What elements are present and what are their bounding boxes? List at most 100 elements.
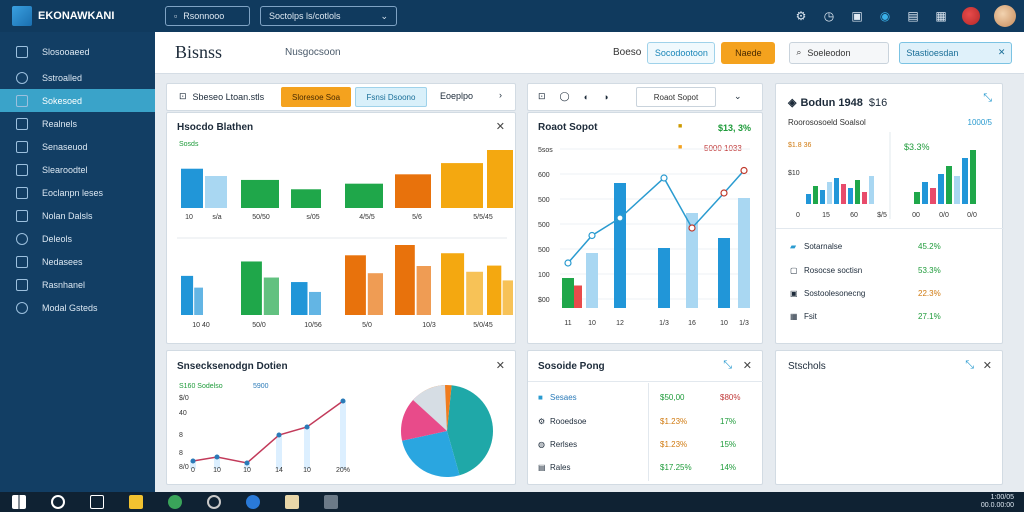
area-bar xyxy=(214,457,220,469)
square-icon: ■ xyxy=(538,393,543,402)
y-tick-label: 5sos xyxy=(538,147,553,154)
task-view-icon[interactable] xyxy=(90,495,104,509)
tick-label: 5/5/45 xyxy=(473,214,493,221)
summary-row[interactable]: ▣ Sostoolesonecng 22.3% xyxy=(790,289,1016,298)
combo-toolbar-button[interactable]: Roaot Sopot xyxy=(636,87,716,107)
bar xyxy=(441,253,465,315)
area-bar xyxy=(276,435,282,469)
circle-icon[interactable]: ◯ xyxy=(559,91,570,101)
image-icon[interactable]: ▣ xyxy=(851,9,863,23)
pie-slice xyxy=(401,394,447,441)
system-tray[interactable]: 1:00/05 00.0.00:00 xyxy=(981,494,1014,510)
grid-icon[interactable]: ▦ xyxy=(935,9,947,23)
sidebar-item-11[interactable]: Modal Gsteds xyxy=(0,296,155,319)
filter-select[interactable]: Stastioesdan ✕ xyxy=(899,41,1013,64)
close-icon[interactable]: ✕ xyxy=(997,47,1006,57)
mini-bar xyxy=(970,150,976,204)
toolbar-button-3[interactable]: Eoeplpo xyxy=(440,91,474,101)
gear-icon: ⚙ xyxy=(538,417,546,426)
edge-icon[interactable] xyxy=(246,495,260,509)
summary-row[interactable]: ▰ Sotarnalse 45.2% xyxy=(790,242,1016,251)
notification-avatar[interactable] xyxy=(962,7,980,25)
search-icon: ⌕ xyxy=(796,47,802,57)
lock-icon[interactable]: ⊡ xyxy=(538,91,546,101)
combo-toolbar-icons: ⊡ ◯ ◐ ◑ xyxy=(538,91,609,102)
lock-icon: ⊡ xyxy=(179,91,187,101)
bar xyxy=(194,287,203,315)
globe-icon[interactable]: ◉ xyxy=(879,9,891,23)
sidebar-item-3[interactable]: Realnels xyxy=(0,112,155,135)
top-button[interactable]: ▫ Rsonnooo xyxy=(165,6,250,26)
table-row-value: $50,00 xyxy=(660,393,685,402)
lock-icon[interactable]: ◑ xyxy=(603,91,609,102)
line-pie-panel: Snsecksenodgn Dotien ✕ S160 Sodelso 5900… xyxy=(166,350,516,485)
sidebar-item-0[interactable]: Slosooaeed xyxy=(0,40,155,63)
store-icon[interactable] xyxy=(285,495,299,509)
mini-bar xyxy=(848,188,853,204)
y-tick-label: 500 xyxy=(538,222,550,229)
expand-icon[interactable]: ⤡ xyxy=(965,359,974,371)
expand-icon[interactable]: ⤡ xyxy=(983,92,992,104)
mini-bar xyxy=(922,182,928,204)
line-panel-title: Snsecksenodgn Dotien xyxy=(177,361,288,372)
x-tick-label: 10 xyxy=(213,467,221,474)
toolbar-button-1[interactable]: Sloresoe Soa xyxy=(281,87,351,107)
user-icon[interactable]: ◐ xyxy=(583,91,590,102)
close-icon[interactable]: ✕ xyxy=(495,121,505,133)
start-icon[interactable] xyxy=(12,495,26,509)
mail-icon[interactable] xyxy=(324,495,338,509)
browser-icon[interactable] xyxy=(168,495,182,509)
line-legend-1: S160 Sodelso xyxy=(179,383,223,390)
bar xyxy=(241,261,262,315)
mini-bar xyxy=(827,182,832,204)
table-row-label: Rooedsoe xyxy=(550,417,587,426)
sidebar-item-1[interactable]: Sstroalled xyxy=(0,66,155,89)
sidebar-item-2[interactable]: Sokesoed xyxy=(0,89,155,112)
tick-label: 50/50 xyxy=(252,214,270,221)
sidebar-item-10[interactable]: Rasnhanel xyxy=(0,273,155,296)
summary-note: Roorososoeld Soalsol xyxy=(788,118,866,127)
clock-icon[interactable]: ◷ xyxy=(823,9,835,23)
sidebar-item-label: Modal Gsteds xyxy=(42,302,98,313)
user-avatar[interactable] xyxy=(994,5,1016,27)
table-row[interactable]: ⚙ Rooedsoe $1.23% 17% xyxy=(538,417,772,426)
app-icon[interactable] xyxy=(207,495,221,509)
chevron-down-icon[interactable]: ⌄ xyxy=(734,91,742,101)
bars-panel-title: Hsocdo Blathen xyxy=(177,122,254,133)
close-icon[interactable]: ✕ xyxy=(982,360,992,372)
summary-row[interactable]: ▢ Rosocse soctisn 53.3% xyxy=(790,266,1016,275)
x-tick-label: 10 xyxy=(243,467,251,474)
close-icon[interactable]: ✕ xyxy=(495,360,505,372)
sidebar-item-7[interactable]: Nolan Dalsls xyxy=(0,204,155,227)
table-row[interactable]: ◍ Rerlses $1.23% 15% xyxy=(538,440,772,449)
summary-row[interactable]: ▦ Fsit 27.1% xyxy=(790,312,1016,321)
sidebar-item-5[interactable]: Slearoodtel xyxy=(0,158,155,181)
search-input[interactable]: ⌕ Soeleodon xyxy=(789,41,890,64)
sidebar-item-8[interactable]: Deleols xyxy=(0,227,155,250)
chevron-right-icon[interactable]: › xyxy=(499,90,502,100)
y-tick-label: 100 xyxy=(538,272,550,279)
top-select[interactable]: Soctolps ls/cotlols ⌄ xyxy=(260,6,397,26)
tick-label: 10 xyxy=(185,214,193,221)
table-row[interactable]: ■ Sesaes $50,00 $80% xyxy=(538,393,772,402)
tick-label: 5/0 xyxy=(362,322,372,329)
close-icon[interactable]: ✕ xyxy=(742,360,752,372)
folder-icon[interactable] xyxy=(129,495,143,509)
mini-tick: 0/0 xyxy=(939,212,949,219)
sidebar-item-6[interactable]: Eoclanpn leses xyxy=(0,181,155,204)
search-icon[interactable] xyxy=(51,495,65,509)
header-outline-button[interactable]: Socodootoon xyxy=(647,41,716,64)
sidebar-item-9[interactable]: Nedasees xyxy=(0,250,155,273)
series-point xyxy=(244,460,250,466)
header-orange-button[interactable]: Naede xyxy=(721,41,776,64)
table-row[interactable]: ▤ Rales $17.25% 14% xyxy=(538,463,772,472)
app-brand[interactable]: EKONAWKANI xyxy=(0,6,155,26)
expand-icon[interactable]: ⤡ xyxy=(723,359,732,371)
sidebar-item-label: Slosooaeed xyxy=(42,46,90,57)
sidebar-item-4[interactable]: Senaseuod xyxy=(0,135,155,158)
tick-label: 10/56 xyxy=(304,322,322,329)
document-icon[interactable]: ▤ xyxy=(907,9,919,23)
settings-icon[interactable]: ⚙ xyxy=(795,9,807,23)
bar xyxy=(291,282,308,315)
toolbar-button-2[interactable]: Fsnsi Dsoono xyxy=(355,87,427,107)
